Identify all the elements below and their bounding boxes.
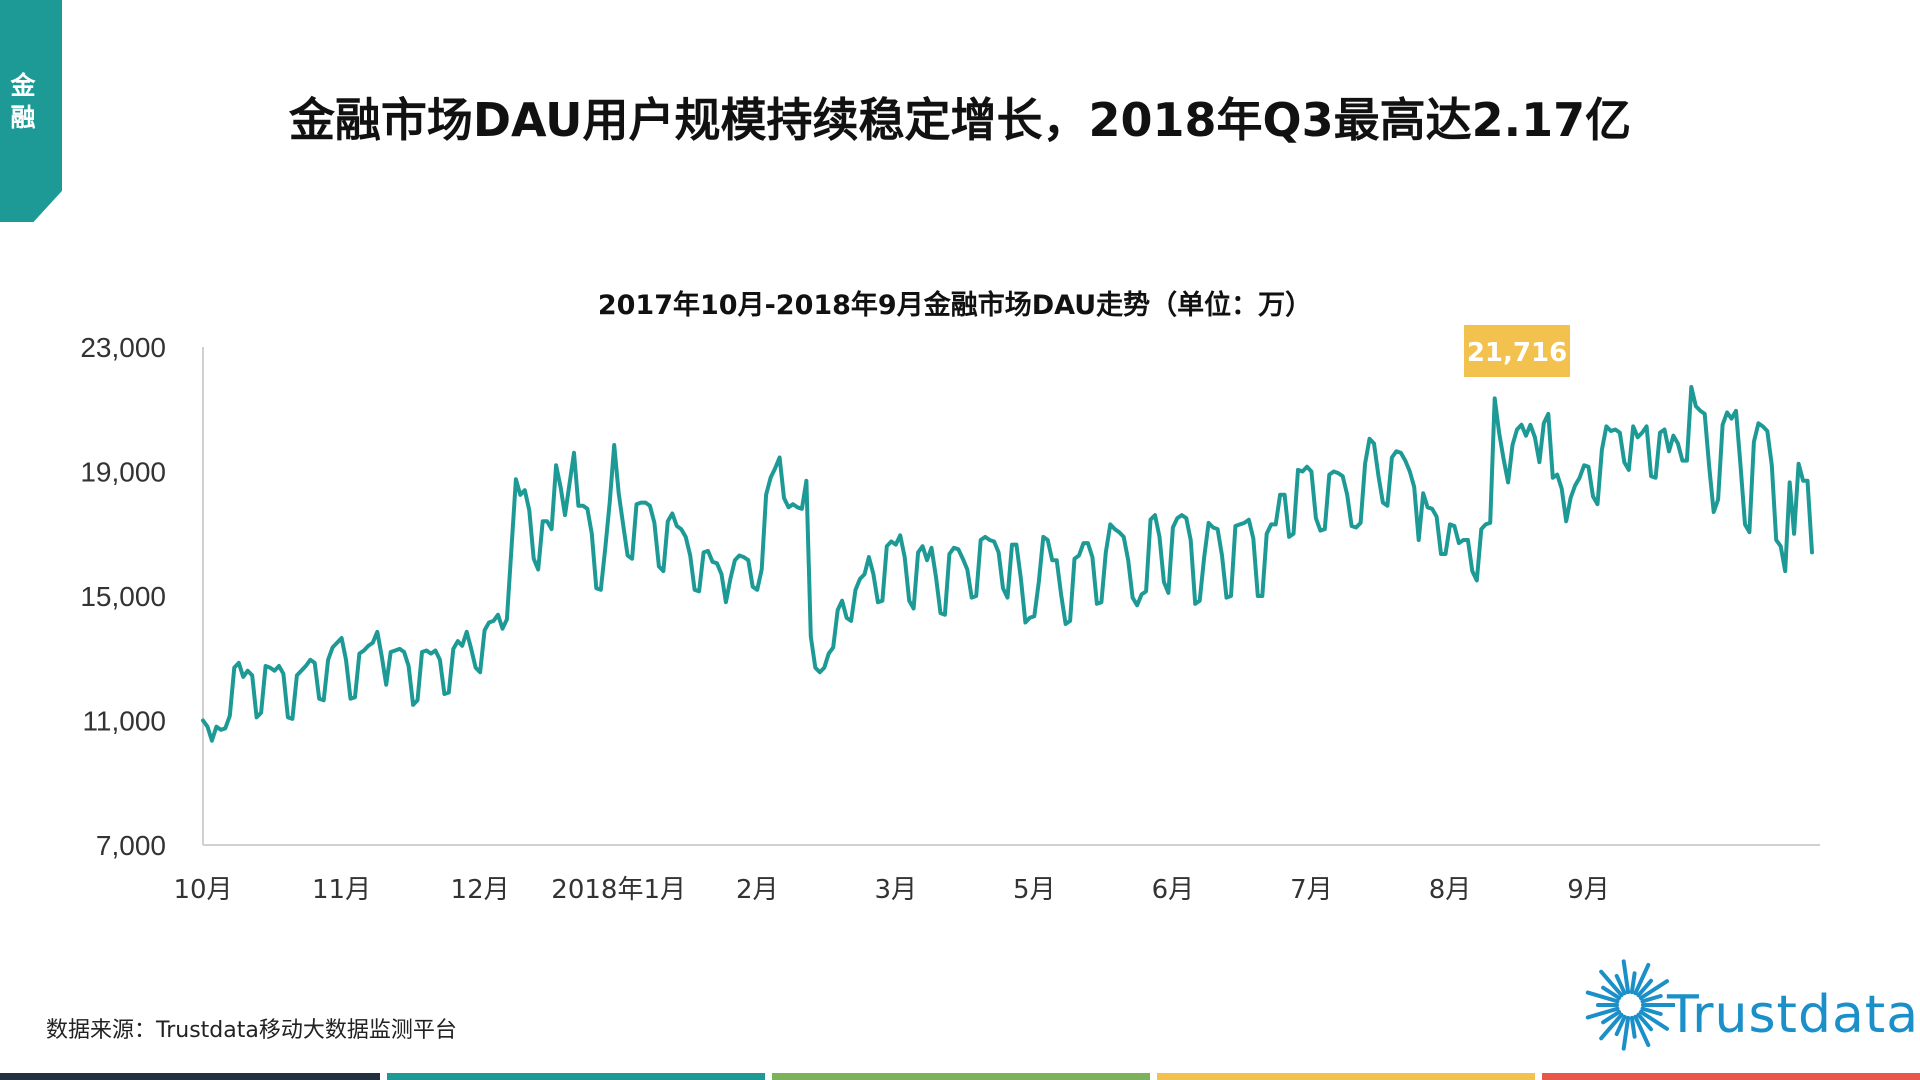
logo-ray bbox=[1601, 985, 1622, 1000]
x-tick-label: 8月 bbox=[1429, 875, 1472, 905]
section-tab: 金融 bbox=[0, 0, 62, 222]
x-tick-label: 2018年1月 bbox=[551, 875, 686, 905]
logo-ray bbox=[1640, 1006, 1663, 1016]
logo-ray bbox=[1633, 963, 1651, 996]
footer-bar-3 bbox=[772, 1073, 1150, 1080]
x-tick-label: 2月 bbox=[736, 875, 779, 905]
logo-ray bbox=[1599, 1012, 1624, 1041]
logo-ray bbox=[1621, 959, 1631, 995]
page-title: 金融市场DAU用户规模持续稳定增长，2018年Q3最高达2.17亿 bbox=[288, 93, 1632, 147]
y-tick-label: 15,000 bbox=[80, 581, 166, 612]
x-tick-label: 9月 bbox=[1567, 875, 1610, 905]
trustdata-logo-text: Trustdata bbox=[1667, 985, 1920, 1045]
section-tab-label: 金融 bbox=[10, 71, 36, 132]
logo-ray bbox=[1640, 994, 1663, 1004]
logo-ray bbox=[1629, 971, 1637, 995]
logo-ray bbox=[1601, 1010, 1622, 1025]
y-tick-label: 11,000 bbox=[82, 706, 166, 737]
data-source-note: 数据来源：Trustdata移动大数据监测平台 bbox=[46, 1018, 457, 1043]
x-tick-label: 10月 bbox=[173, 875, 232, 905]
x-tick-label: 3月 bbox=[874, 875, 917, 905]
footer-bar-4 bbox=[1157, 1073, 1535, 1080]
footer-bar-1 bbox=[0, 1073, 380, 1080]
y-tick-label: 7,000 bbox=[96, 830, 166, 861]
x-tick-label: 7月 bbox=[1290, 875, 1333, 905]
x-tick-label: 12月 bbox=[451, 875, 510, 905]
logo-ray bbox=[1633, 1014, 1651, 1047]
x-tick-label: 6月 bbox=[1152, 875, 1195, 905]
logo-ray bbox=[1638, 1010, 1669, 1031]
logo-ray bbox=[1621, 1015, 1631, 1051]
logo-ray bbox=[1638, 979, 1669, 1000]
logo-ray bbox=[1599, 969, 1624, 998]
logo-ray bbox=[1629, 1015, 1637, 1039]
peak-label: 21,716 bbox=[1467, 338, 1567, 368]
y-tick-label: 23,000 bbox=[80, 332, 166, 363]
peak-label-box bbox=[1464, 325, 1571, 377]
chart-title: 2017年10月-2018年9月金融市场DAU走势（单位：万） bbox=[597, 290, 1313, 321]
x-tick-label: 5月 bbox=[1013, 875, 1056, 905]
dau-series-line bbox=[201, 385, 1814, 743]
footer-bar-5 bbox=[1542, 1073, 1920, 1080]
trustdata-logo-icon bbox=[1585, 959, 1675, 1051]
dau-line-chart: 7,000 11,000 15,000 19,000 23,000 10月 11月 12月 20… bbox=[80, 325, 1820, 905]
logo-ray bbox=[1614, 973, 1627, 996]
logo-ray bbox=[1614, 1014, 1627, 1037]
logo-ray bbox=[1585, 990, 1620, 1004]
logo-ray bbox=[1585, 1006, 1620, 1020]
x-tick-label: 11月 bbox=[312, 875, 371, 905]
logo-ray bbox=[1636, 978, 1653, 998]
y-tick-label: 19,000 bbox=[80, 457, 166, 488]
logo-ray bbox=[1636, 1012, 1653, 1032]
footer-bar-2 bbox=[387, 1073, 765, 1080]
